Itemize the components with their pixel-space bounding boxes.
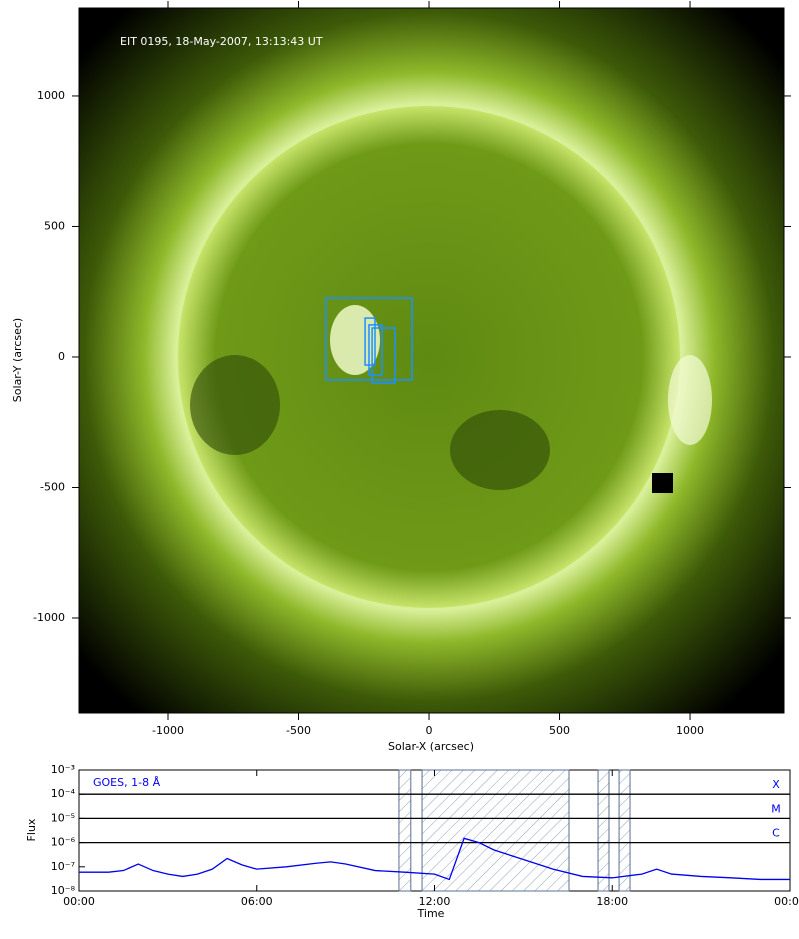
y-tick-label: 10⁻⁴ [51,787,76,800]
y-tick-label: 0 [58,350,65,363]
x-tick-label: 0 [426,724,433,737]
y-tick-label: -500 [40,480,65,493]
x-tick-label: 06:00 [241,895,273,908]
time-interval [398,769,412,892]
x-axis-label: Solar-X (arcsec) [388,740,474,753]
limb-brightening [668,355,712,445]
y-tick-label: -1000 [33,611,65,624]
region-box [368,324,383,376]
time-interval [421,769,570,892]
class-level-label: C [772,827,780,840]
x-tick-label: -500 [286,724,311,737]
y-tick-label: 10⁻⁵ [51,811,75,824]
region-box [371,327,396,384]
x-tick-label: 18:00 [596,895,628,908]
x-axis-label: Time [417,907,445,920]
x-tick-label: 00:00 [63,895,95,908]
region-box [364,317,376,366]
time-interval [597,769,610,892]
x-tick-label: 12:00 [419,895,451,908]
solar-disk [178,106,680,608]
x-tick-label: -1000 [152,724,184,737]
region-box [325,297,413,381]
flux-line [79,837,790,881]
y-tick-label: 10⁻³ [51,763,75,776]
x-tick-label: 00:00 [774,895,799,908]
y-tick-label: 10⁻⁸ [51,884,76,897]
series-label: GOES, 1-8 Å [93,776,161,789]
missing-block [652,473,673,493]
y-axis-label: Flux [25,818,38,841]
x-tick-label: 500 [549,724,570,737]
coronal-hole [450,410,550,490]
solar-image [79,8,784,713]
y-tick-label: 500 [44,219,65,232]
coronal-hole [190,355,280,455]
image-frame [78,7,785,714]
y-tick-label: 10⁻⁶ [51,836,76,849]
x-tick-label: 1000 [676,724,704,737]
class-level-label: M [771,802,781,815]
time-interval [618,769,631,892]
y-axis-label: Solar-Y (arcsec) [11,318,24,402]
image-annotation: EIT 0195, 18-May-2007, 13:13:43 UT [120,35,323,48]
active-region [330,305,380,375]
y-tick-label: 10⁻⁷ [51,860,75,873]
class-level-label: X [772,778,780,791]
y-tick-label: 1000 [37,89,65,102]
